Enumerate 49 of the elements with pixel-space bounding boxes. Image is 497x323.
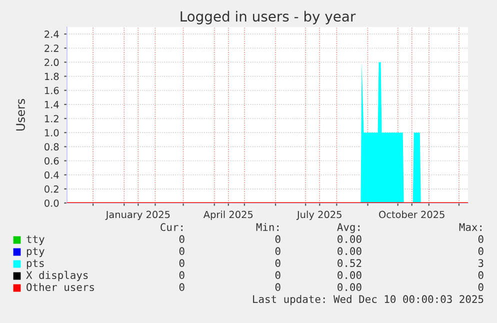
text: Max: [459,223,482,232]
text: 0.00 [338,235,362,244]
legend-label: pty [26,248,44,258]
text: Last update: Wed Dec 10 00:00:03 2025 [253,294,484,306]
y-axis-title: Users [16,99,25,131]
y-tick-label: 1.8 [44,72,59,80]
y-tick-label: 0.4 [44,171,59,179]
text: 0 [478,247,484,256]
y-tick-label: 0.0 [44,199,59,207]
text: 0.00 [338,247,362,256]
legend-label: X displays [26,270,88,282]
y-tick-label: 2.2 [44,44,58,52]
legend-label: pts [26,260,44,270]
y-tick-label: 0.6 [44,157,59,165]
text: 0 [275,235,280,244]
text: 0 [275,271,280,280]
text: 0 [478,235,484,244]
y-tick-label: 1.4 [44,101,59,108]
text: 0 [179,271,184,280]
y-tick-label: 1.2 [44,115,58,122]
y-tick-label: 2.0 [44,58,59,66]
text: 0 [275,259,280,268]
text: 0 [275,247,280,256]
text: 3 [478,259,484,268]
text: 0 [275,283,280,292]
text: 0 [179,247,184,256]
x-tick-label: October 2025 [379,210,444,218]
y-tick-label: 2.4 [44,30,59,38]
y-tick-label: 0.8 [44,143,59,151]
y-tick-label: 1.6 [44,86,59,94]
text: Min: [256,222,278,231]
text: 0 [179,259,184,268]
text: 0 [478,271,484,280]
text: Avg: [337,223,360,234]
chart-title: Logged in users - by year [180,10,356,24]
text: 0 [179,283,184,292]
text: 0.52 [338,259,362,268]
text: Cur: [160,223,182,232]
x-tick-label: July 2025 [296,210,342,220]
x-tick-label: April 2025 [203,210,253,220]
x-tick-label: January 2025 [105,210,170,220]
legend-label: Other users [26,282,94,292]
y-tick-label: 0.2 [44,185,58,193]
text: 0.00 [338,271,362,280]
legend-label: tty [26,236,44,246]
y-tick-label: 1.0 [44,129,59,136]
text: 0.00 [338,283,362,292]
text: 0 [179,235,184,244]
text: 0 [478,283,484,292]
